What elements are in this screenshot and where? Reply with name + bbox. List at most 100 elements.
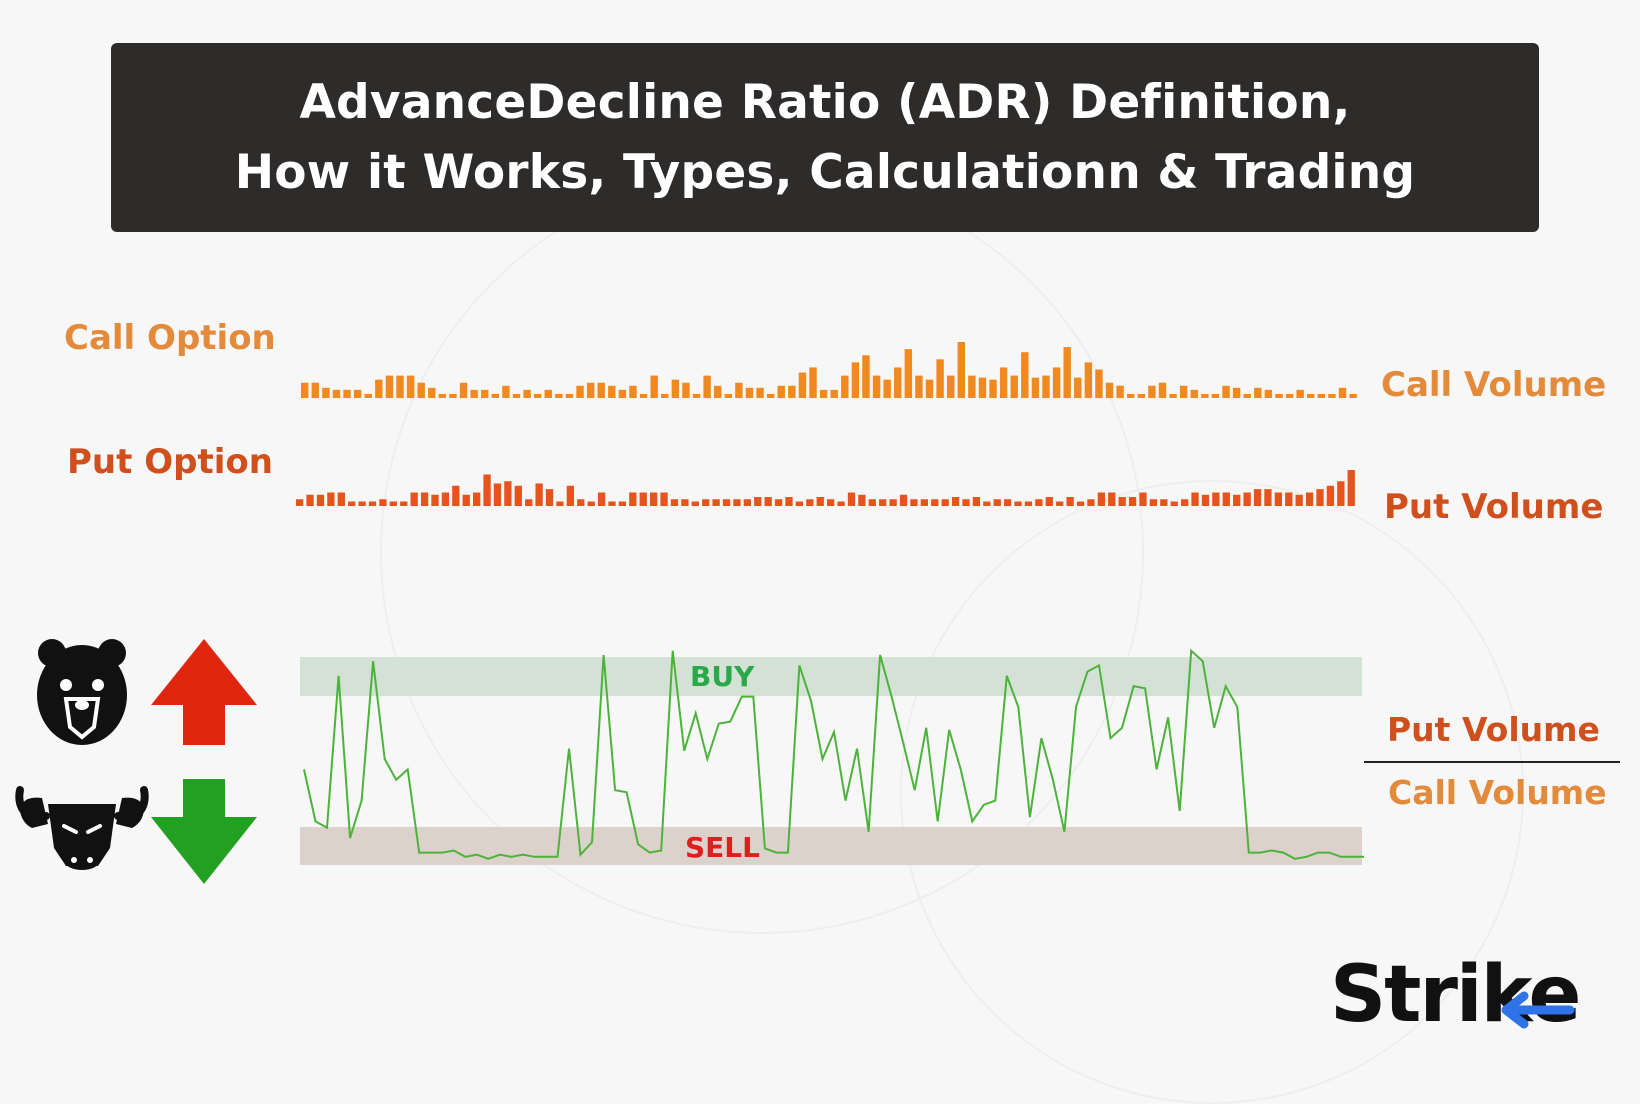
put-volume-bar bbox=[504, 481, 512, 506]
call-volume-bar bbox=[872, 375, 881, 398]
call-volume-bar bbox=[724, 393, 733, 398]
call-volume-bar bbox=[353, 389, 362, 398]
call-volume-bar bbox=[798, 372, 807, 398]
put-volume-bar bbox=[389, 501, 397, 506]
put-volume-bar bbox=[535, 483, 543, 506]
call-volume-bar bbox=[459, 382, 468, 398]
put-volume-bar bbox=[1149, 499, 1158, 506]
put-volume-bar bbox=[899, 494, 908, 506]
call-volume-bar bbox=[555, 393, 563, 398]
call-volume-bar bbox=[989, 379, 997, 398]
put-volume-bar bbox=[525, 499, 533, 506]
call-volume-bar bbox=[1296, 389, 1304, 398]
call-volume-bar bbox=[1052, 367, 1061, 398]
call-volume-bar bbox=[618, 389, 627, 398]
put-volume-bar bbox=[431, 494, 439, 506]
put-volume-bar bbox=[868, 499, 876, 506]
call-volume-bar bbox=[841, 375, 849, 398]
call-volume-bar bbox=[565, 393, 574, 398]
put-volume-bar bbox=[379, 499, 387, 506]
sell-zone-band bbox=[300, 827, 1362, 865]
call-volume-bar bbox=[332, 389, 341, 398]
call-volume-bar bbox=[639, 393, 648, 398]
put-volume-bar bbox=[660, 492, 668, 506]
call-volume-bar bbox=[1338, 387, 1347, 398]
put-volume-bar bbox=[1045, 497, 1053, 506]
put-volume-bar bbox=[941, 499, 949, 506]
call-volume-bar bbox=[1328, 393, 1336, 398]
call-option-label: Call Option bbox=[64, 318, 276, 358]
ratio-series-line bbox=[303, 648, 1364, 860]
call-volume-bar bbox=[862, 355, 870, 398]
call-volume-bar bbox=[1105, 382, 1114, 398]
call-volume-bar bbox=[322, 387, 330, 398]
put-option-label: Put Option bbox=[67, 442, 273, 482]
bear-icon bbox=[37, 639, 127, 745]
put-volume-bar bbox=[639, 492, 647, 506]
call-volume-bar bbox=[661, 393, 669, 398]
put-volume-bar bbox=[1212, 492, 1220, 506]
put-volume-bar bbox=[493, 483, 502, 506]
put-volume-bar bbox=[473, 492, 481, 506]
call-volume-bar bbox=[470, 389, 478, 398]
call-volume-bar bbox=[481, 389, 489, 398]
call-volume-bar bbox=[809, 367, 817, 398]
put-volume-bar bbox=[879, 499, 887, 506]
put-volume-bar bbox=[827, 499, 835, 506]
put-volume-bar bbox=[1181, 499, 1189, 506]
logo-arrow-icon bbox=[1501, 991, 1575, 1029]
put-volume-bar bbox=[951, 497, 960, 506]
call-volume-bar bbox=[1021, 352, 1029, 398]
call-volume-bar bbox=[1317, 393, 1326, 398]
put-volume-bar bbox=[337, 492, 345, 506]
call-volume-bar bbox=[777, 385, 785, 398]
call-volume-bar bbox=[1243, 393, 1251, 398]
call-volume-bar bbox=[533, 393, 542, 398]
call-volume-bar bbox=[894, 367, 902, 398]
put-volume-bar bbox=[618, 501, 627, 506]
put-volume-bar bbox=[733, 499, 741, 506]
call-volume-bar bbox=[512, 393, 521, 398]
call-volume-bar bbox=[692, 393, 701, 398]
call-volume-bar bbox=[438, 393, 447, 398]
put-volume-bar bbox=[1066, 497, 1074, 506]
title-banner: AdvanceDecline Ratio (ADR) Definition, H… bbox=[111, 43, 1539, 232]
ratio-numerator: Put Volume bbox=[1387, 710, 1600, 749]
put-volume-bar bbox=[545, 489, 554, 507]
put-volume-bar bbox=[400, 501, 408, 506]
put-volume-bar bbox=[858, 494, 866, 506]
call-volume-bar bbox=[1275, 393, 1283, 398]
call-volume-bar bbox=[925, 379, 934, 398]
put-volume-bar bbox=[972, 497, 981, 506]
put-volume-bar bbox=[722, 499, 731, 506]
call-volume-bar bbox=[1095, 369, 1103, 398]
put-volume-bar bbox=[316, 494, 325, 506]
call-volume-bar bbox=[1074, 377, 1082, 398]
put-volume-bar bbox=[847, 492, 856, 506]
ratio-divider bbox=[1364, 761, 1620, 763]
put-volume-bar bbox=[837, 501, 845, 506]
call-volume-bar bbox=[1285, 393, 1294, 398]
put-volume-label: Put Volume bbox=[1384, 487, 1604, 527]
call-volume-bar bbox=[671, 379, 680, 398]
put-volume-bar bbox=[1097, 492, 1105, 506]
put-volume-bar bbox=[920, 499, 928, 506]
call-volume-bar bbox=[756, 387, 764, 398]
put-volume-bar bbox=[816, 497, 824, 506]
put-volume-bar bbox=[1160, 499, 1168, 506]
put-volume-bar bbox=[764, 497, 772, 506]
put-volume-bar bbox=[962, 499, 970, 506]
call-volume-bar bbox=[915, 375, 923, 398]
call-volume-bar bbox=[703, 375, 711, 398]
put-volume-bar bbox=[795, 501, 804, 506]
put-volume-bar bbox=[1139, 492, 1147, 506]
put-volume-bar bbox=[327, 492, 335, 506]
put-volume-bar bbox=[1305, 492, 1314, 506]
call-volume-bar bbox=[311, 382, 319, 398]
call-volume-bar bbox=[1031, 377, 1040, 398]
put-volume-bar bbox=[1076, 501, 1085, 506]
call-volume-bar bbox=[396, 375, 404, 398]
call-volume-bar bbox=[682, 382, 690, 398]
call-volume-label: Call Volume bbox=[1381, 365, 1607, 405]
